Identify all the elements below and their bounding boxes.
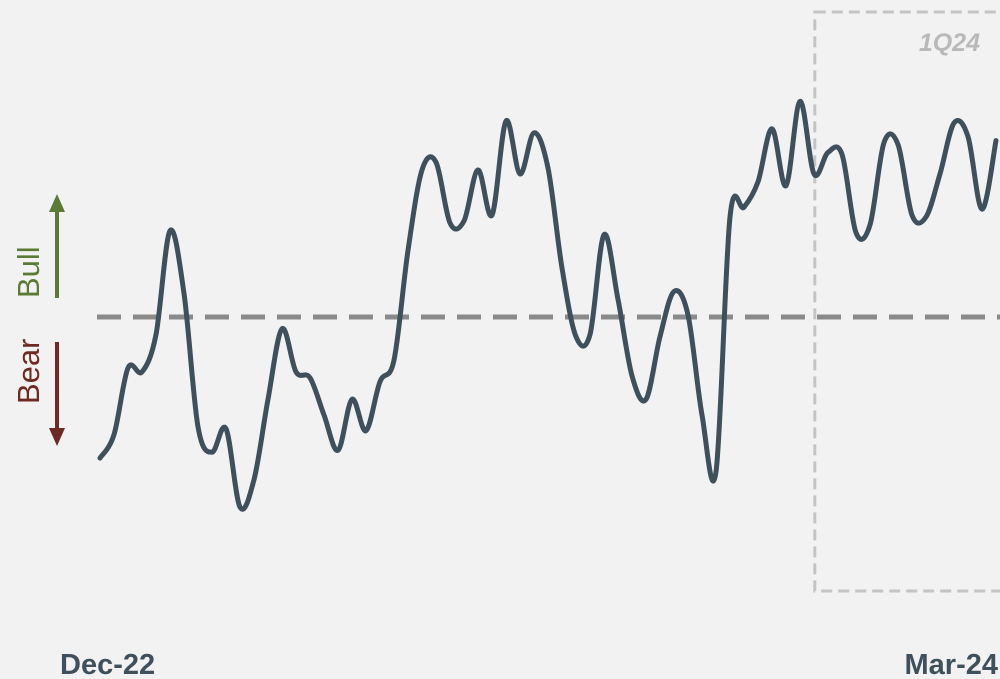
bear-arrow-icon — [49, 428, 65, 446]
bear-label: Bear — [11, 339, 46, 404]
bull-label: Bull — [11, 246, 46, 298]
bear-indicator: Bear — [11, 339, 65, 446]
x-start-label: Dec-22 — [60, 649, 155, 679]
bull-arrow-icon — [49, 194, 65, 212]
highlight-box — [813, 10, 1000, 593]
series-line — [97, 98, 999, 512]
x-end-label: Mar-24 — [905, 649, 999, 679]
highlight-label: 1Q24 — [919, 29, 980, 57]
bull-indicator: Bull — [11, 194, 65, 298]
